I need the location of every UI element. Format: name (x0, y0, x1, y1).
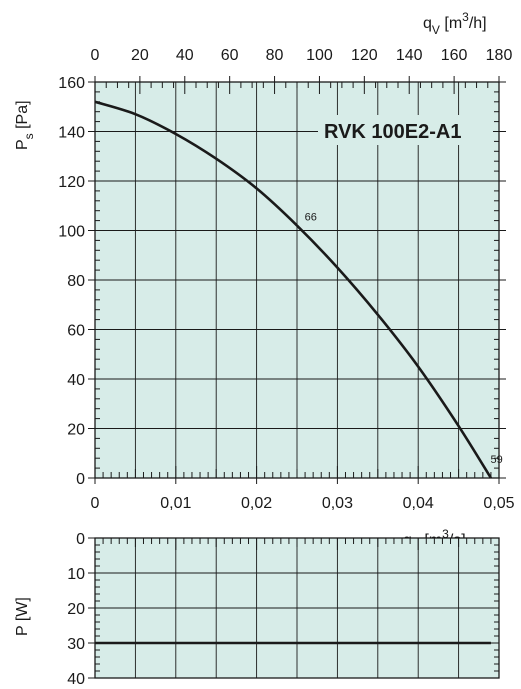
x-tick-label: 0,04 (403, 495, 434, 512)
power-y-tick-label: 0 (76, 531, 85, 548)
power-y-tick-label: 10 (67, 566, 85, 583)
x2-tick-label: 0 (91, 47, 100, 64)
x-tick-label: 0,02 (241, 495, 272, 512)
power-minor-ticks (88, 537, 500, 679)
x2-tick-label: 120 (351, 47, 378, 64)
pressure-grid (95, 82, 499, 478)
x-tick-labels-top: 0 20 40 60 80 100 120 140 160 180 (91, 47, 513, 64)
chart-title: RVK 100E2-A1 (324, 121, 461, 143)
y-tick-label: 40 (67, 372, 85, 389)
x2-tick-label: 140 (396, 47, 423, 64)
y-axis-title: Ps [Pa] (14, 100, 36, 150)
operating-point-label: 59 (490, 454, 502, 466)
y-tick-label: 120 (58, 174, 85, 191)
y-tick-label: 100 (58, 224, 85, 241)
power-y-tick-label: 40 (67, 671, 85, 688)
operating-point-labels: 66 59 (305, 212, 503, 467)
x2-tick-label: 60 (221, 47, 239, 64)
x2-tick-label: 40 (176, 47, 194, 64)
power-plot: 0 10 20 30 40 (67, 531, 500, 688)
x-tick-label: 0 (91, 495, 100, 512)
pressure-minor-ticks (88, 76, 506, 484)
power-y-tick-labels: 0 10 20 30 40 (67, 531, 85, 688)
power-y-tick-label: 30 (67, 636, 85, 653)
x2-tick-label: 80 (266, 47, 284, 64)
y-tick-label: 80 (67, 273, 85, 290)
pressure-curve (94, 100, 493, 479)
y-tick-label: 0 (76, 471, 85, 488)
x-tick-labels-bottom: 0 0,01 0,02 0,03 0,04 0,05 (91, 495, 515, 512)
y-tick-label: 20 (67, 422, 85, 439)
y-tick-labels: 0 20 40 60 80 100 120 140 160 (58, 75, 85, 488)
x-tick-label: 0,05 (483, 495, 514, 512)
top-x-axis-title: qV [m3/h] (423, 10, 487, 37)
x2-tick-label: 180 (486, 47, 513, 64)
x2-tick-label: 160 (441, 47, 468, 64)
power-y-axis-title: P [W] (14, 597, 31, 636)
pressure-plot: 0 0,01 0,02 0,03 0,04 0,05 0 20 40 60 80 100 120 140… (58, 47, 514, 512)
power-grid (95, 538, 499, 678)
y-tick-label: 140 (58, 125, 85, 142)
title-backdrop (318, 115, 493, 145)
power-y-tick-label: 20 (67, 601, 85, 618)
x-tick-label: 0,01 (160, 495, 191, 512)
y-tick-label: 60 (67, 323, 85, 340)
x2-tick-label: 20 (131, 47, 149, 64)
operating-point-label: 66 (305, 212, 317, 224)
x-tick-label: 0,03 (322, 495, 353, 512)
x2-tick-label: 100 (306, 47, 333, 64)
y-tick-label: 160 (58, 75, 85, 92)
